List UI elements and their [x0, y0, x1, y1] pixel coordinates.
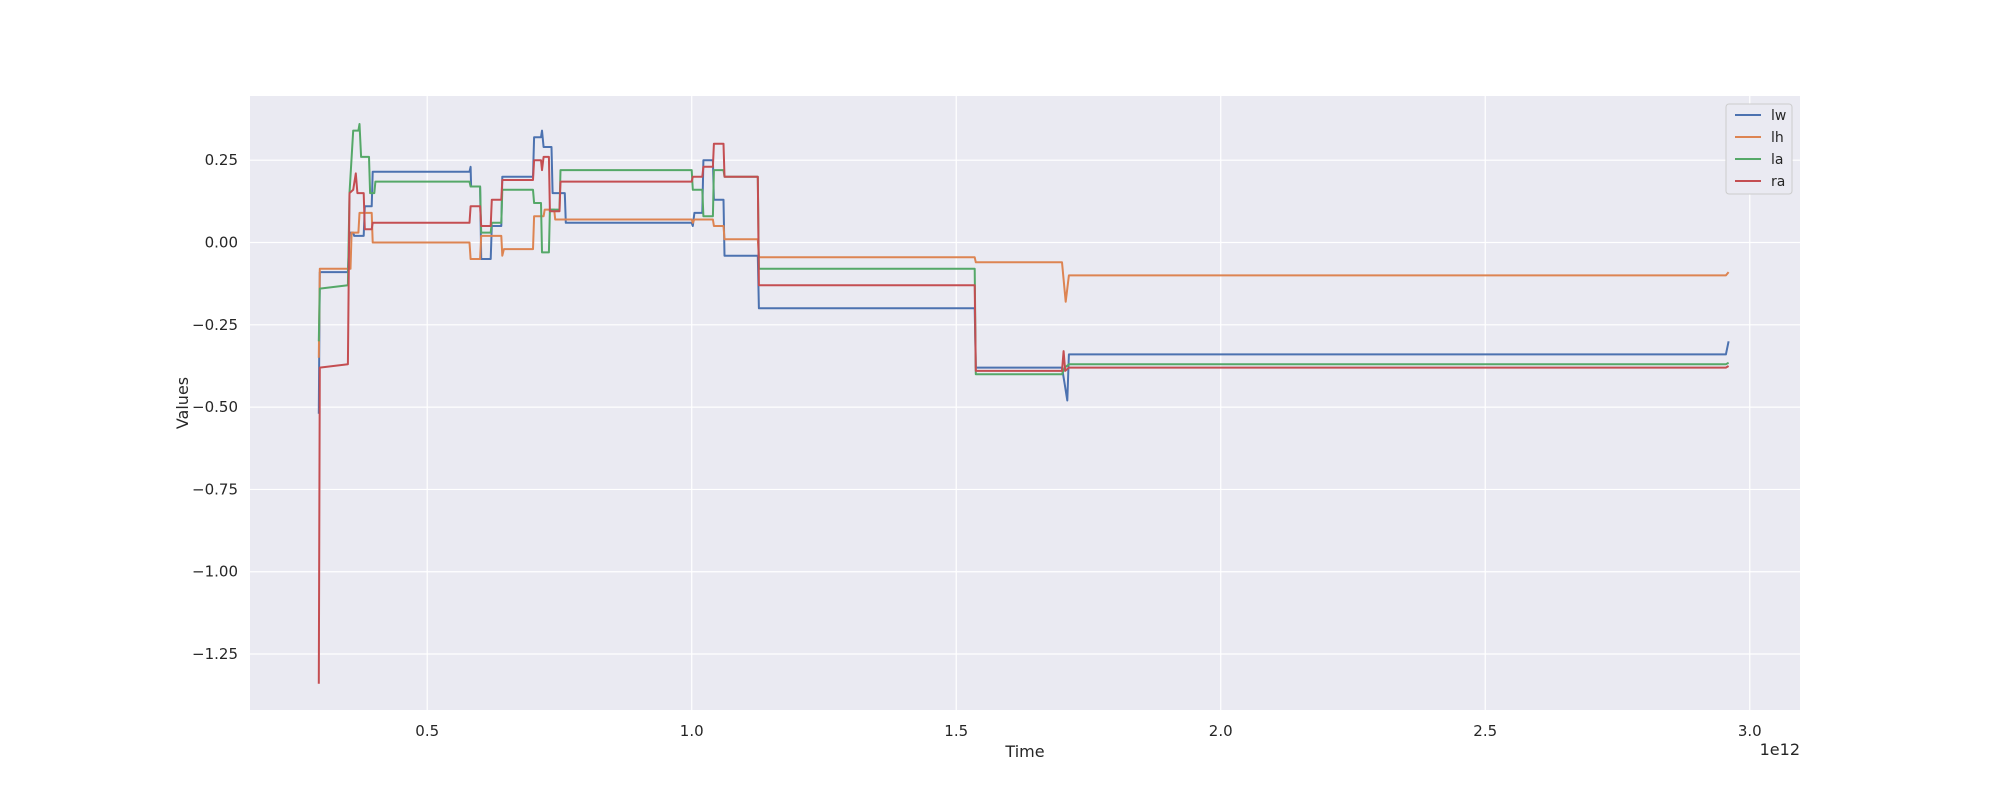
y-tick-label: −1.25 [192, 645, 238, 663]
x-tick-label: 1.5 [944, 722, 968, 740]
y-tick-label: −0.25 [192, 316, 238, 334]
y-tick-label: 0.00 [205, 234, 238, 252]
y-tick-label: −1.00 [192, 563, 238, 581]
y-axis-label: Values [173, 377, 192, 429]
x-tick-label: 2.0 [1209, 722, 1233, 740]
plot-background [250, 96, 1800, 710]
legend-box [1725, 103, 1793, 195]
x-tick-label: 2.5 [1473, 722, 1497, 740]
legend: lw lh la ra [1725, 103, 1793, 195]
y-tick-label: −0.50 [192, 398, 238, 416]
series-line-lh [317, 208, 1730, 358]
x-axis-offset-label: 1e12 [1760, 740, 1800, 759]
x-tick-label: 3.0 [1738, 722, 1762, 740]
y-tick-label: 0.25 [205, 151, 238, 169]
x-tick-label: 1.0 [680, 722, 704, 740]
x-axis-label: Time [1004, 742, 1044, 761]
series-lines [317, 123, 1730, 684]
grid-lines [250, 96, 1800, 710]
legend-label-ra: ra [1771, 174, 1785, 190]
x-tick-label: 0.5 [415, 722, 439, 740]
series-line-ra [317, 142, 1730, 684]
tick-labels: 0.5 1.0 1.5 2.0 2.5 3.0 0.25 0.00 −0.25 −0.50 −0.7… [192, 151, 1762, 740]
series-line-lw [317, 129, 1730, 414]
y-tick-label: −0.75 [192, 480, 238, 498]
legend-label-lh: lh [1771, 130, 1784, 146]
legend-label-la: la [1771, 152, 1783, 168]
legend-label-lw: lw [1771, 108, 1786, 124]
